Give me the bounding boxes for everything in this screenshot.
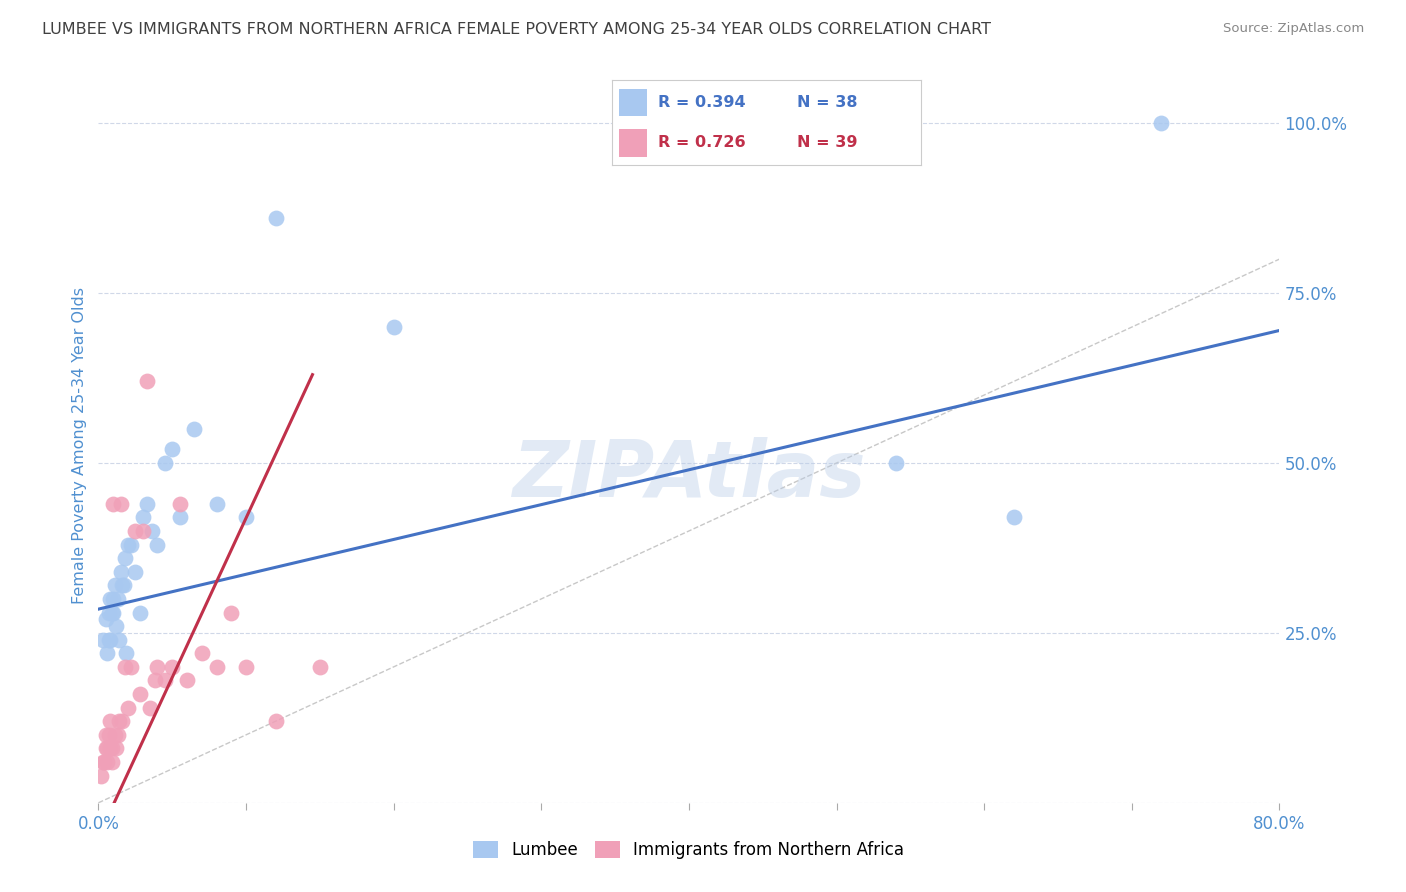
Point <box>110 565 132 579</box>
Text: N = 38: N = 38 <box>797 95 858 110</box>
Point <box>112 578 135 592</box>
Text: LUMBEE VS IMMIGRANTS FROM NORTHERN AFRICA FEMALE POVERTY AMONG 25-34 YEAR OLDS C: LUMBEE VS IMMIGRANTS FROM NORTHERN AFRIC… <box>42 22 991 37</box>
Point <box>309 660 332 674</box>
Point <box>96 755 118 769</box>
Text: N = 39: N = 39 <box>797 136 858 151</box>
Point <box>169 510 191 524</box>
Point <box>97 728 120 742</box>
Point <box>120 660 142 674</box>
Point <box>100 606 122 620</box>
Point <box>132 510 155 524</box>
Point <box>108 714 131 729</box>
Point <box>104 728 127 742</box>
Point <box>96 741 118 756</box>
Point <box>884 456 907 470</box>
Text: ZIPAtlas: ZIPAtlas <box>512 436 866 513</box>
Point <box>264 211 287 226</box>
Text: Source: ZipAtlas.com: Source: ZipAtlas.com <box>1223 22 1364 36</box>
Point <box>235 660 257 674</box>
Point <box>264 714 287 729</box>
Point <box>205 497 228 511</box>
Point <box>115 646 138 660</box>
Point <box>98 591 121 606</box>
Point <box>104 578 127 592</box>
Point <box>124 565 146 579</box>
Point <box>128 687 150 701</box>
Point <box>176 673 198 688</box>
Point <box>94 728 117 742</box>
Point <box>114 551 136 566</box>
Point <box>153 673 176 688</box>
Point <box>103 497 125 511</box>
Point <box>132 524 155 538</box>
FancyBboxPatch shape <box>619 89 647 116</box>
Point <box>191 646 214 660</box>
Point <box>162 660 183 674</box>
Point <box>94 741 117 756</box>
Point <box>105 741 128 756</box>
Point <box>205 660 228 674</box>
Point <box>100 741 122 756</box>
Text: R = 0.394: R = 0.394 <box>658 95 745 110</box>
Text: R = 0.726: R = 0.726 <box>658 136 745 151</box>
Point <box>107 591 129 606</box>
FancyBboxPatch shape <box>619 129 647 157</box>
Point <box>97 632 120 647</box>
Point <box>117 537 139 551</box>
Point <box>146 537 169 551</box>
Point <box>183 422 205 436</box>
Point <box>96 646 118 660</box>
Point <box>91 632 114 647</box>
Point <box>107 728 129 742</box>
Point <box>105 619 128 633</box>
Point <box>235 510 257 524</box>
Point <box>153 456 176 470</box>
Point <box>103 591 125 606</box>
Point <box>98 714 121 729</box>
Point <box>97 606 120 620</box>
Point <box>1002 510 1025 524</box>
Point <box>117 700 139 714</box>
Point <box>143 673 166 688</box>
Y-axis label: Female Poverty Among 25-34 Year Olds: Female Poverty Among 25-34 Year Olds <box>72 287 87 605</box>
Point <box>94 612 117 626</box>
Point <box>98 632 121 647</box>
Point <box>146 660 169 674</box>
Point <box>111 714 134 729</box>
Point <box>128 606 150 620</box>
Point <box>90 769 112 783</box>
Point <box>108 632 131 647</box>
Point <box>103 606 125 620</box>
Point <box>169 497 191 511</box>
Point <box>100 755 122 769</box>
Point <box>111 578 134 592</box>
Point <box>382 320 405 334</box>
Point <box>124 524 146 538</box>
Point <box>91 755 114 769</box>
Point <box>221 606 243 620</box>
Point <box>114 660 136 674</box>
Point <box>136 375 159 389</box>
Point <box>120 537 142 551</box>
Point <box>141 524 163 538</box>
Point <box>139 700 162 714</box>
Point <box>162 442 183 457</box>
Legend: Lumbee, Immigrants from Northern Africa: Lumbee, Immigrants from Northern Africa <box>474 840 904 859</box>
Point <box>93 755 115 769</box>
Point <box>98 741 121 756</box>
Point <box>136 497 159 511</box>
Point <box>110 497 132 511</box>
Point <box>1150 116 1173 130</box>
